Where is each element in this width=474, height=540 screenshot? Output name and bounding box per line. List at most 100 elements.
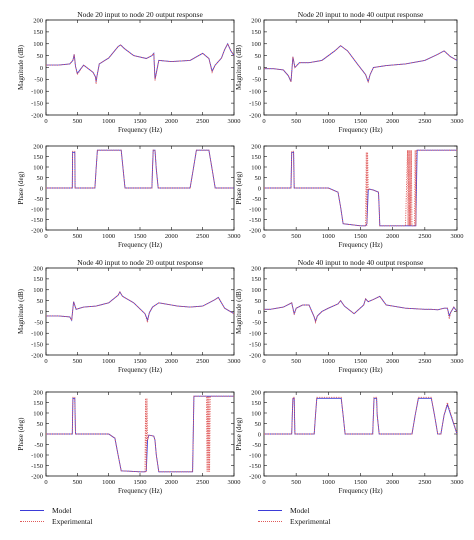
x-tick-label: 2000 — [386, 479, 399, 486]
legend-experimental: Experimental — [258, 516, 330, 527]
y-tick-label: 200 — [251, 17, 261, 24]
model-series-line — [264, 149, 457, 227]
y-tick-label: -200 — [31, 112, 43, 119]
subplot: Node 20 input to node 40 output response… — [235, 10, 464, 134]
y-axis-label: Magnitude (dB) — [235, 288, 243, 334]
y-tick-label: -200 — [31, 473, 43, 480]
y-axis-label: Magnitude (dB) — [17, 288, 25, 334]
y-axis-label: Magnitude (dB) — [235, 44, 243, 90]
experimental-series-line — [46, 42, 234, 85]
y-tick-label: -200 — [31, 227, 43, 234]
legend-left: Model Experimental — [20, 505, 92, 527]
legend-experimental: Experimental — [20, 516, 92, 527]
x-tick-label: 2000 — [165, 118, 178, 125]
y-tick-label: 150 — [251, 276, 261, 283]
x-tick-label: 1500 — [134, 479, 147, 486]
subplot-title: Node 40 input to node 40 output response — [298, 258, 424, 267]
y-tick-label: 150 — [251, 154, 261, 161]
subplot: Node 20 input to node 20 output response… — [17, 10, 241, 134]
y-axis-label: Phase (deg) — [235, 171, 243, 205]
y-axis-label: Phase (deg) — [17, 171, 25, 205]
legend-model-label: Model — [290, 506, 310, 515]
subplot: Node 40 input to node 20 output response… — [17, 258, 241, 374]
model-series-line — [46, 290, 234, 322]
y-tick-label: 100 — [33, 164, 43, 171]
y-tick-label: -50 — [252, 442, 261, 449]
y-tick-label: 100 — [251, 410, 261, 417]
x-tick-label: 0 — [262, 118, 265, 125]
x-tick-label: 0 — [44, 358, 47, 365]
legend-model-line — [20, 510, 44, 511]
y-tick-label: 200 — [251, 143, 261, 150]
model-series-line — [46, 42, 234, 82]
plot-frame — [45, 19, 235, 116]
experimental-series-line — [46, 149, 234, 189]
subplot: Node 40 input to node 40 output response… — [235, 258, 464, 374]
y-tick-label: -100 — [249, 331, 261, 338]
x-tick-label: 2000 — [386, 118, 399, 125]
x-tick-label: 2000 — [165, 358, 178, 365]
y-tick-label: 200 — [33, 265, 43, 272]
x-tick-label: 2500 — [418, 233, 431, 240]
plot-frame — [45, 391, 235, 477]
y-tick-label: 150 — [33, 29, 43, 36]
experimental-series-line — [264, 149, 457, 227]
legend-experimental-label: Experimental — [52, 517, 93, 526]
y-tick-label: 150 — [33, 154, 43, 161]
x-axis-label: Frequency (Hz) — [118, 487, 163, 495]
y-axis-label: Phase (deg) — [235, 417, 243, 451]
x-tick-label: 1500 — [354, 479, 367, 486]
y-tick-label: 200 — [33, 143, 43, 150]
y-tick-label: -100 — [31, 452, 43, 459]
x-tick-label: 1000 — [102, 233, 115, 240]
y-tick-label: 0 — [258, 431, 261, 438]
model-series-line — [46, 149, 234, 189]
x-tick-label: 2500 — [418, 479, 431, 486]
x-tick-label: 2000 — [165, 233, 178, 240]
y-tick-label: -50 — [252, 320, 261, 327]
y-tick-label: 0 — [258, 309, 261, 316]
y-tick-label: -200 — [249, 473, 261, 480]
x-tick-label: 0 — [44, 118, 47, 125]
subplot: 0 500 1000 1500 2000 2500 3000 -200 -150 -100 -50 0… — [235, 143, 464, 249]
x-tick-label: 3000 — [228, 479, 241, 486]
x-tick-label: 500 — [72, 358, 82, 365]
y-tick-label: -150 — [31, 341, 43, 348]
y-tick-label: -150 — [249, 463, 261, 470]
x-axis-label: Frequency (Hz) — [118, 126, 163, 134]
x-tick-label: 1000 — [322, 118, 335, 125]
y-tick-label: 100 — [33, 41, 43, 48]
x-tick-label: 500 — [72, 118, 82, 125]
y-tick-label: -50 — [252, 77, 261, 84]
x-axis-label: Frequency (Hz) — [338, 126, 383, 134]
y-tick-label: -150 — [249, 341, 261, 348]
x-tick-label: 1000 — [322, 358, 335, 365]
legend-model: Model — [20, 505, 92, 516]
y-tick-label: -150 — [31, 217, 43, 224]
y-tick-label: 0 — [40, 431, 43, 438]
legend-model: Model — [258, 505, 330, 516]
x-tick-label: 1500 — [354, 118, 367, 125]
x-tick-label: 3000 — [228, 118, 241, 125]
y-tick-label: 50 — [255, 421, 262, 428]
x-tick-label: 1000 — [322, 479, 335, 486]
y-tick-label: -150 — [249, 100, 261, 107]
y-tick-label: -200 — [249, 352, 261, 359]
x-axis-label: Frequency (Hz) — [118, 241, 163, 249]
x-tick-label: 500 — [291, 479, 301, 486]
x-tick-label: 1000 — [102, 358, 115, 365]
x-tick-label: 1000 — [322, 233, 335, 240]
x-tick-label: 2500 — [418, 358, 431, 365]
x-tick-label: 2000 — [386, 233, 399, 240]
subplot: 0 500 1000 1500 2000 2500 3000 -200 -150 -100 -50 0… — [17, 389, 241, 495]
x-tick-label: 2000 — [386, 358, 399, 365]
y-tick-label: 200 — [251, 265, 261, 272]
subplot: 0 500 1000 1500 2000 2500 3000 -200 -150 -100 -50 0… — [235, 389, 464, 495]
x-tick-label: 3000 — [228, 233, 241, 240]
x-tick-label: 500 — [72, 479, 82, 486]
subplot-title: Node 20 input to node 20 output response — [77, 10, 203, 19]
x-tick-label: 0 — [44, 479, 47, 486]
x-tick-label: 3000 — [451, 118, 464, 125]
y-tick-label: -100 — [31, 89, 43, 96]
y-tick-label: 0 — [40, 65, 43, 72]
